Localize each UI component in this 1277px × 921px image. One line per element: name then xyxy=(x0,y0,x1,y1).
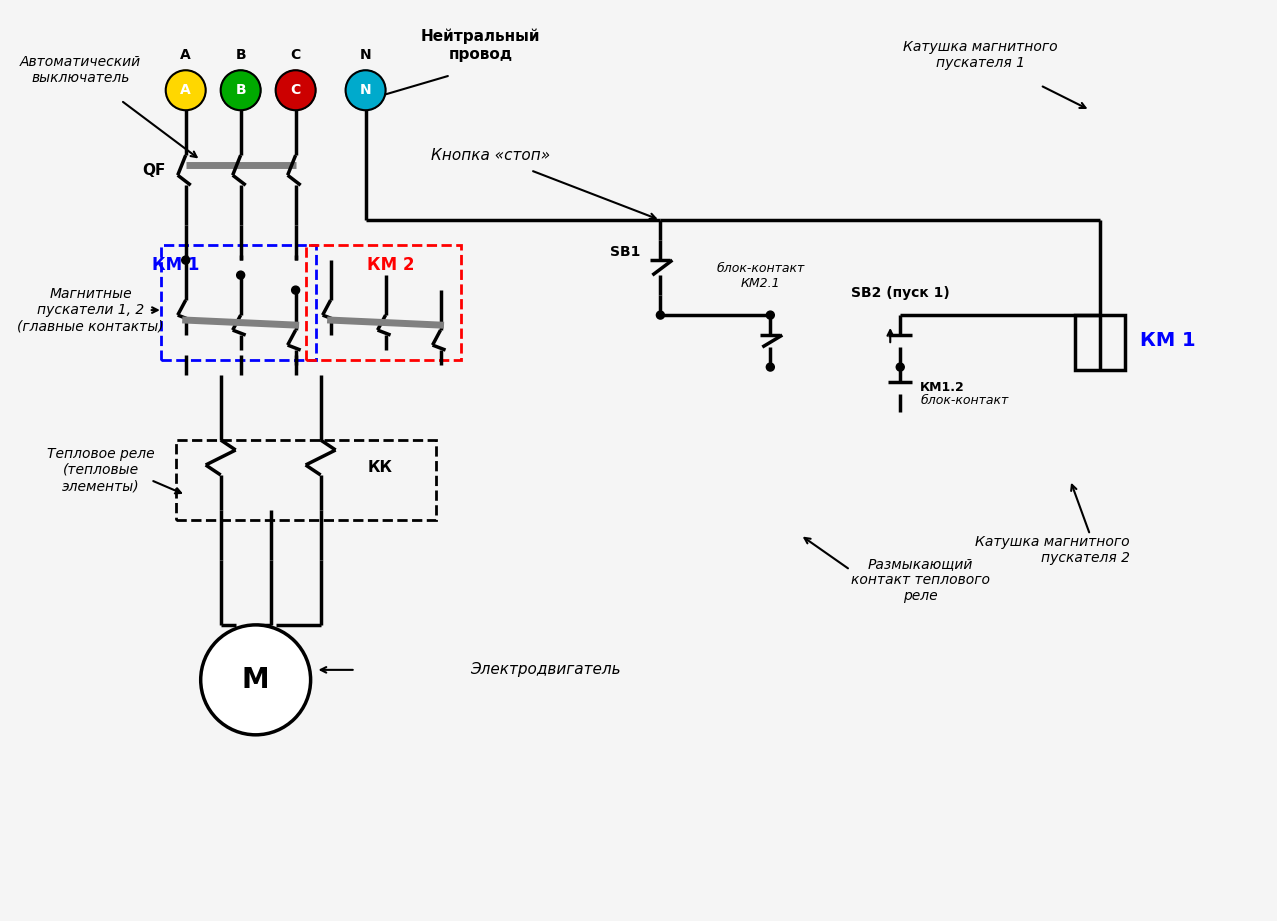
Text: C: C xyxy=(290,83,301,98)
Bar xyxy=(305,245,461,360)
Circle shape xyxy=(896,363,904,371)
Circle shape xyxy=(236,271,245,279)
Text: SB1: SB1 xyxy=(610,245,640,259)
Bar xyxy=(161,245,315,360)
Circle shape xyxy=(276,70,315,111)
Circle shape xyxy=(291,286,300,294)
Text: Магнитные
пускатели 1, 2
(главные контакты): Магнитные пускатели 1, 2 (главные контак… xyxy=(18,287,163,333)
Text: N: N xyxy=(360,83,372,98)
Text: Катушка магнитного
пускателя 2: Катушка магнитного пускателя 2 xyxy=(976,535,1130,565)
Text: A: A xyxy=(180,48,192,63)
Text: B: B xyxy=(235,83,246,98)
Text: Тепловое реле
(тепловые
элементы): Тепловое реле (тепловые элементы) xyxy=(47,447,155,493)
Text: Электродвигатель: Электродвигатель xyxy=(470,662,621,677)
Circle shape xyxy=(221,70,261,111)
Text: КМ 1: КМ 1 xyxy=(1140,331,1195,350)
Text: М: М xyxy=(241,666,269,694)
Circle shape xyxy=(766,311,774,319)
Circle shape xyxy=(346,70,386,111)
Text: Размыкающий
контакт теплового
реле: Размыкающий контакт теплового реле xyxy=(850,556,990,603)
Text: Катушка магнитного
пускателя 1: Катушка магнитного пускателя 1 xyxy=(903,41,1057,70)
Text: Нейтральный
провод: Нейтральный провод xyxy=(420,29,540,62)
Text: QF: QF xyxy=(142,163,166,178)
Text: КМ 1: КМ 1 xyxy=(152,256,199,274)
Text: КМ 2: КМ 2 xyxy=(366,256,414,274)
Text: Кнопка «стоп»: Кнопка «стоп» xyxy=(430,147,550,163)
Text: SB2 (пуск 1): SB2 (пуск 1) xyxy=(850,286,950,300)
Text: N: N xyxy=(360,48,372,63)
Circle shape xyxy=(166,70,206,111)
Circle shape xyxy=(766,363,774,371)
Text: A: A xyxy=(180,83,192,98)
Text: КМ1.2: КМ1.2 xyxy=(921,380,965,393)
Bar xyxy=(176,440,435,520)
Circle shape xyxy=(656,311,664,319)
Text: КК: КК xyxy=(368,460,393,475)
Circle shape xyxy=(200,624,310,735)
Text: B: B xyxy=(235,48,246,63)
Bar xyxy=(1075,315,1125,370)
Text: блок-контакт: блок-контакт xyxy=(921,393,1009,406)
Circle shape xyxy=(181,256,190,264)
Text: C: C xyxy=(290,48,301,63)
Text: Автоматический
выключатель: Автоматический выключатель xyxy=(20,55,142,86)
Text: блок-контакт
КМ2.1: блок-контакт КМ2.1 xyxy=(716,262,805,290)
